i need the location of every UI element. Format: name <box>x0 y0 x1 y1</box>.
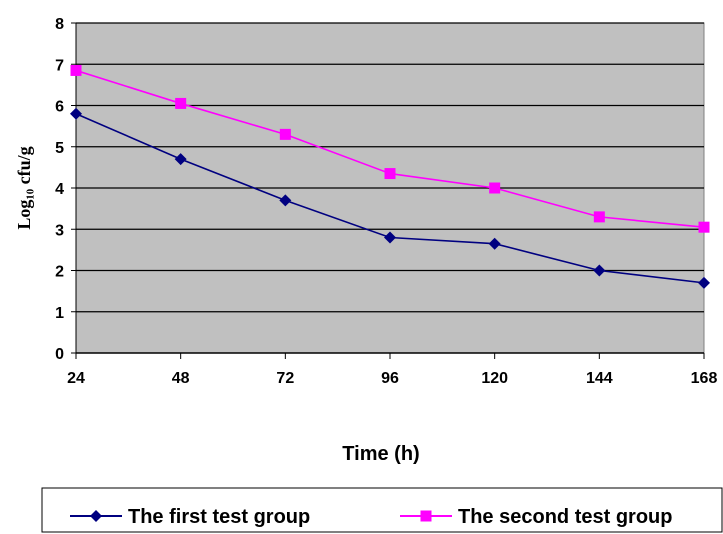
x-axis-ticks: 24 48 72 96 120 144 168 <box>67 353 717 387</box>
y-tick-label: 4 <box>55 181 64 198</box>
legend-swatch-marker <box>90 510 102 522</box>
data-point-series-1 <box>279 194 292 207</box>
y-axis-ticks: 0 1 2 3 4 5 6 7 8 <box>55 16 76 363</box>
legend-item-2: The second test group <box>400 506 672 528</box>
data-point-series-2 <box>489 182 501 194</box>
y-axis-title: Log₁₀ cfu/g <box>14 146 34 229</box>
data-point-series-2 <box>279 128 291 140</box>
legend-label: The second test group <box>458 506 672 528</box>
y-tick-label: 0 <box>55 346 64 363</box>
data-point-series-2 <box>698 221 710 233</box>
data-point-series-2 <box>175 97 187 109</box>
y-tick-label: 2 <box>55 264 64 281</box>
x-tick-label: 72 <box>276 370 294 387</box>
data-point-series-1 <box>384 231 396 244</box>
data-point-series-2 <box>384 168 396 180</box>
data-point-series-1 <box>174 153 187 166</box>
series-2 <box>70 64 710 233</box>
x-tick-label: 120 <box>481 370 508 387</box>
y-tick-label: 5 <box>55 140 64 157</box>
series-layer <box>70 64 710 289</box>
y-tick-label: 7 <box>55 57 64 74</box>
data-point-series-1 <box>593 264 606 277</box>
x-tick-label: 96 <box>381 370 399 387</box>
legend: The first test group The second test grou… <box>70 506 672 528</box>
x-tick-label: 48 <box>172 370 190 387</box>
x-tick-label: 144 <box>586 370 613 387</box>
legend-box <box>41 487 723 533</box>
data-point-series-1 <box>698 276 710 289</box>
legend-item-1: The first test group <box>70 506 310 528</box>
legend-label: The first test group <box>128 506 310 528</box>
y-tick-label: 3 <box>55 222 64 239</box>
series-1 <box>70 107 710 289</box>
y-tick-label: 6 <box>55 99 64 116</box>
data-point-series-1 <box>488 237 501 250</box>
x-tick-label: 24 <box>67 370 85 387</box>
x-axis-title: Time (h) <box>342 443 419 465</box>
legend-swatch-marker <box>420 510 432 522</box>
y-tick-label: 8 <box>55 16 64 33</box>
x-tick-label: 168 <box>691 370 718 387</box>
data-point-series-2 <box>593 211 605 223</box>
data-point-series-1 <box>70 107 82 120</box>
y-tick-label: 1 <box>55 305 64 322</box>
data-point-series-2 <box>70 64 82 76</box>
